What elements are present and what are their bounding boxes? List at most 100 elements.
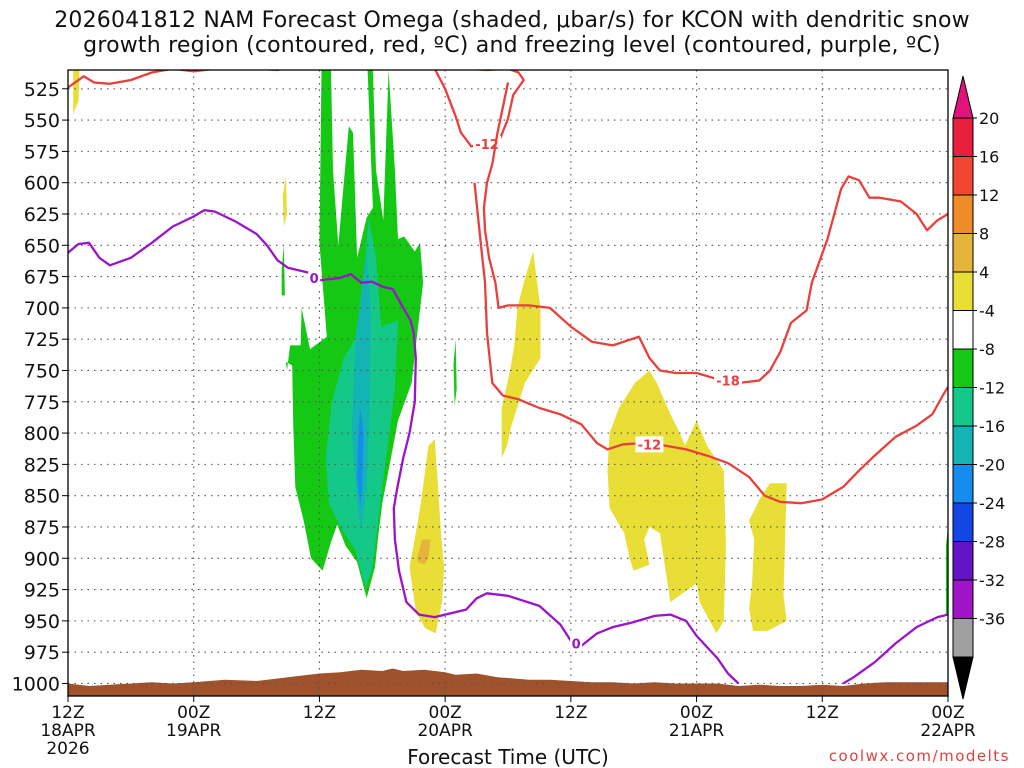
colorbar-swatch-6 [952,348,974,388]
y-tick-label-600: 600 [24,173,60,195]
y-tick-label-775: 775 [24,392,60,414]
x-tick-date-60: 21APR [669,721,725,741]
y-tick-label-900: 900 [24,548,60,570]
grid-layer [68,70,948,696]
colorbar-label-12: -32 [979,571,1005,590]
omega-region-10 [749,483,787,631]
terrain-fill [68,668,948,696]
colorbar-swatch-10 [952,502,974,542]
axis-layer: 525 550 575 600 625 650 675 700 725 750 775 800 825 8… [12,79,976,759]
colorbar-swatch-0 [952,117,974,157]
colorbar-label-2: 12 [979,186,999,205]
colorbar-swatch-4 [952,271,974,311]
x-tick-label-36: 00Z [429,703,462,723]
x-tick-label-48: 12Z [554,703,587,723]
omega-region-4 [453,339,457,406]
colorbar-swatch-8 [952,425,974,465]
terrain-layer [68,668,948,696]
x-tick-label-24: 12Z [303,703,336,723]
omega-region-11 [73,70,80,114]
colorbar-swatch-13 [952,618,974,658]
y-tick-label-625: 625 [24,204,60,226]
y-tick-label-550: 550 [24,110,60,132]
x-tick-label-72: 12Z [806,703,839,723]
omega-region-5 [281,245,285,296]
colorbar-swatch-1 [952,156,974,196]
dendritic-contour-2 [482,82,510,231]
y-tick-label-875: 875 [24,517,60,539]
colorbar-swatch-5 [952,310,974,350]
y-tick-label-575: 575 [24,141,60,163]
colorbar-label-7: -12 [979,379,1005,398]
y-tick-label-975: 975 [24,642,60,664]
freezing-contour-label-0-1: 0 [572,637,581,652]
freezing-contour-1 [842,613,948,685]
y-tick-label-950: 950 [24,611,60,633]
dendritic-contour-label-0-0: -12 [475,138,499,153]
omega-region-0 [285,70,424,599]
colorbar-swatch-7 [952,387,974,427]
y-tick-label-525: 525 [24,79,60,101]
colorbar-bottom-arrow [952,656,974,700]
colorbar-swatch-11 [952,541,974,581]
x-tick-date-0: 18APR [40,721,96,741]
x-tick-label-12: 00Z [177,703,210,723]
freezing-contour-label-bg-0-0 [308,269,321,286]
x-tick-date-12: 19APR [166,721,222,741]
y-tick-label-800: 800 [24,423,60,445]
x-tick-date-84: 22APR [920,721,976,741]
plot-frame [67,69,949,697]
colorbar-swatch-9 [952,464,974,504]
chart-title-line1: 2026041812 NAM Forecast Omega (shaded, μ… [54,8,970,33]
dendritic-contour-3 [473,182,948,505]
dendritic-contour-label-bg-1-0 [714,372,742,389]
dendritic-contour-label-3-0: -12 [638,438,662,453]
omega-region-8 [501,251,541,459]
y-tick-label-700: 700 [24,298,60,320]
freezing-contour-label-0-0: 0 [310,272,319,287]
y-tick-label-825: 825 [24,454,60,476]
colorbar-label-10: -24 [979,494,1005,513]
colorbar-swatch-3 [952,233,974,273]
x-tick-date-36: 20APR [417,721,473,741]
colorbar-label-0: 20 [979,109,999,128]
colorbar-label-8: -16 [979,417,1005,436]
colorbar-swatch-2 [952,194,974,234]
y-tick-label-750: 750 [24,360,60,382]
colorbar-label-9: -20 [979,456,1005,475]
x-tick-label-84: 00Z [931,703,964,723]
omega-region-2 [351,251,371,534]
colorbar-top-arrow [952,75,974,119]
omega-region-9 [607,370,726,634]
colorbar-label-11: -28 [979,533,1005,552]
dendritic-contour-1 [483,175,948,385]
y-tick-label-925: 925 [24,580,60,602]
dendritic-contour-label-bg-3-0 [635,436,664,453]
x-tick-year-0: 2026 [46,739,89,759]
y-tick-label-850: 850 [24,486,60,508]
y-tick-label-1000: 1000 [12,673,60,695]
colorbar-swatch-12 [952,579,974,619]
x-tick-label-0: 12Z [51,703,84,723]
colorbar: 20 16 12 8 4 -4 -8 -12 -16 -20 -24 -28 -32 -36 [952,75,1005,700]
colorbar-label-13: -36 [979,610,1005,629]
freezing-contour-0 [68,209,740,685]
colorbar-label-4: 4 [979,263,989,282]
y-tick-label-675: 675 [24,267,60,289]
omega-region-6 [409,439,445,634]
colorbar-label-6: -8 [979,340,995,359]
y-tick-label-650: 650 [24,235,60,257]
freezing-contour-label-bg-0-1 [570,635,583,652]
contour-layer: -12 -18 -12 0 0 [68,70,948,685]
omega-region-12 [282,176,287,227]
x-axis-label: Forecast Time (UTC) [407,745,609,768]
colorbar-label-1: 16 [979,148,999,167]
dendritic-contour-label-1-0: -18 [716,374,740,389]
x-tick-label-60: 00Z [680,703,713,723]
dendritic-contour-0 [68,70,525,148]
y-tick-label-725: 725 [24,329,60,351]
credit-link[interactable]: coolwx.com/modelts [828,747,1010,765]
colorbar-label-5: -4 [979,302,995,321]
colorbar-label-3: 8 [979,225,989,244]
